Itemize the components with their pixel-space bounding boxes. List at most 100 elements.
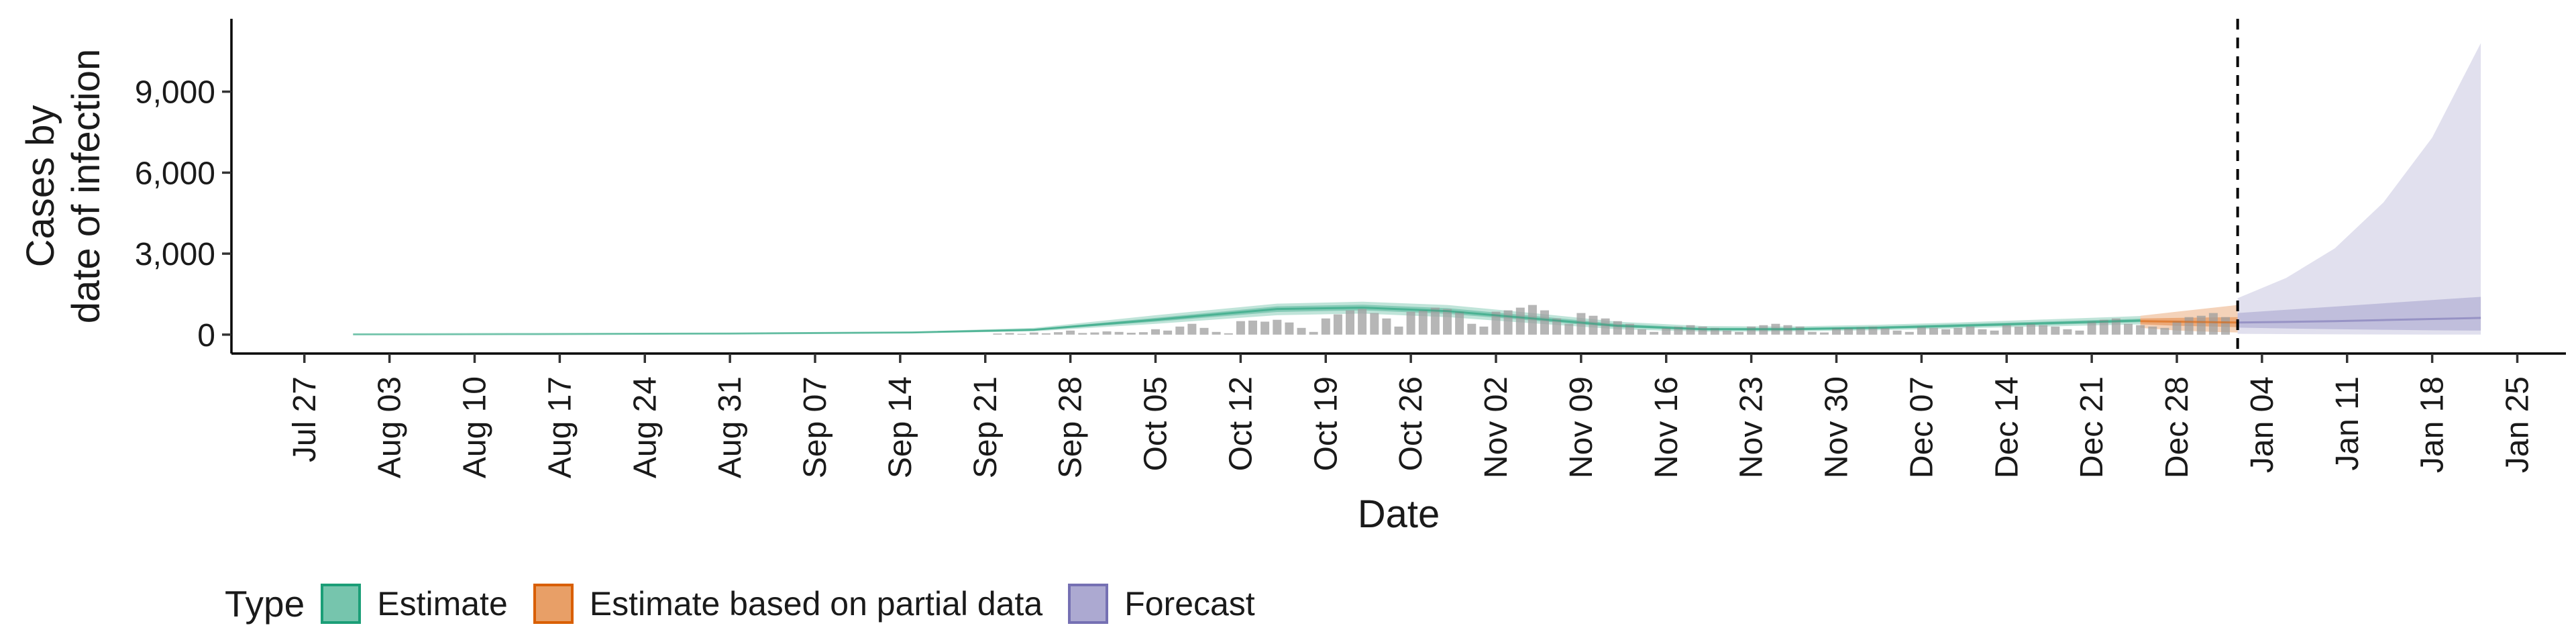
observed-bar [1589,315,1598,335]
observed-bar [1455,311,1464,335]
observed-bar [1540,310,1549,335]
observed-bar [1601,318,1610,335]
observed-bar [1576,313,1586,335]
observed-bar [2124,323,2133,335]
observed-bar [1807,331,1817,335]
ribbons-layer [353,43,2481,335]
observed-bar [1236,321,1245,335]
observed-bar [993,333,1002,335]
x-tick-label: Oct 26 [1393,376,1429,471]
legend-label-estimate: Estimate [377,585,508,623]
x-tick-label: Jul 27 [287,376,323,462]
median-lines-layer [353,307,2481,335]
observed-bar [1333,314,1342,335]
observed-bar [1856,327,1866,335]
observed-bar [1260,321,1270,335]
observed-bar [1880,327,1890,335]
observed-bar [1941,329,1951,335]
observed-bar [1832,327,1841,335]
observed-bar [1321,318,1330,335]
observed-bar [1929,327,1938,335]
observed-bar [1309,331,1318,335]
legend-item-partial: Estimate based on partial data [533,584,1042,624]
observed-bar [1224,333,1233,335]
observed-bar [1430,307,1440,335]
x-tick-label: Dec 21 [2074,376,2110,478]
observed-bar [1904,331,1914,335]
observed-bar [1698,326,1707,335]
observed-bar [1491,311,1501,335]
observed-bar [1735,331,1743,335]
y-axis-label-line2: date of infection [64,49,108,324]
observed-bar [2160,327,2169,335]
x-tick-label: Sep 14 [883,376,918,478]
observed-bar [1382,318,1391,335]
observed-bar [1273,319,1282,335]
x-tick-label: Nov 02 [1479,376,1514,478]
observed-bar [1346,310,1354,335]
observed-bar [2087,321,2096,335]
observed-bar [1418,310,1428,335]
legend-item-forecast: Forecast [1068,584,1255,624]
observed-bar [1990,330,1999,335]
x-tick-label: Dec 07 [1904,376,1939,478]
observed-bar [1041,333,1051,335]
observed-bar [1078,333,1087,335]
y-axis-label-line1: Cases by [19,105,62,268]
observed-bar [1747,326,1756,335]
x-tick-label: Jan 18 [2415,376,2451,473]
ribbon-50-estimate [353,305,2141,335]
y-axis-ticks: 0 3,000 6,000 9,000 [135,75,231,354]
observed-bar [1248,320,1257,335]
observed-bar [1515,307,1525,335]
x-tick-label: Aug 03 [372,376,408,478]
observed-bar [1212,331,1221,335]
observed-bar [1175,326,1185,335]
observed-bar [1114,331,1124,335]
observed-bar [2221,317,2230,335]
observed-bar [2148,326,2157,335]
observed-bar [2002,325,2011,335]
median-line-forecast [2237,317,2481,324]
observed-bar [1443,309,1452,335]
y-tick-label: 3,000 [135,237,215,272]
observed-bar [1102,331,1112,335]
observed-bar [1358,309,1367,335]
observed-bar [1467,323,1477,335]
observed-bar [1285,322,1294,335]
observed-bar [1613,321,1622,335]
observed-bar [1638,329,1646,335]
x-tick-label: Aug 17 [542,376,578,478]
observed-bar [1138,332,1148,335]
observed-bar [1163,330,1173,335]
observed-bar [1017,333,1026,335]
x-tick-label: Jan 11 [2330,376,2365,471]
observed-bar [1917,326,1926,335]
observed-bar [2099,319,2108,335]
x-tick-label: Aug 31 [712,376,748,478]
observed-bar [2184,317,2194,335]
legend: Type Estimate Estimate based on partial … [225,577,1281,631]
observed-bar [1029,332,1038,335]
observed-bar [1650,331,1659,335]
x-tick-label: Nov 09 [1564,376,1599,478]
x-tick-label: Nov 23 [1734,376,1770,478]
observed-bar [1090,332,1099,335]
y-tick-label: 0 [197,318,215,354]
x-tick-label: Oct 12 [1223,376,1258,471]
observed-bar [1795,326,1805,335]
legend-title: Type [225,583,305,625]
x-tick-label: Jan 25 [2500,376,2536,473]
legend-key-partial [533,584,574,624]
x-tick-label: Dec 28 [2159,376,2195,478]
legend-key-forecast [1068,584,1109,624]
observed-bar [1503,310,1513,335]
legend-label-forecast: Forecast [1124,585,1255,623]
x-tick-label: Nov 30 [1819,376,1855,478]
observed-bar [2063,329,2072,335]
observed-bar [1722,330,1731,335]
observed-bar [1479,326,1489,335]
observed-bar [2208,313,2218,335]
x-tick-label: Dec 14 [1989,376,2025,478]
